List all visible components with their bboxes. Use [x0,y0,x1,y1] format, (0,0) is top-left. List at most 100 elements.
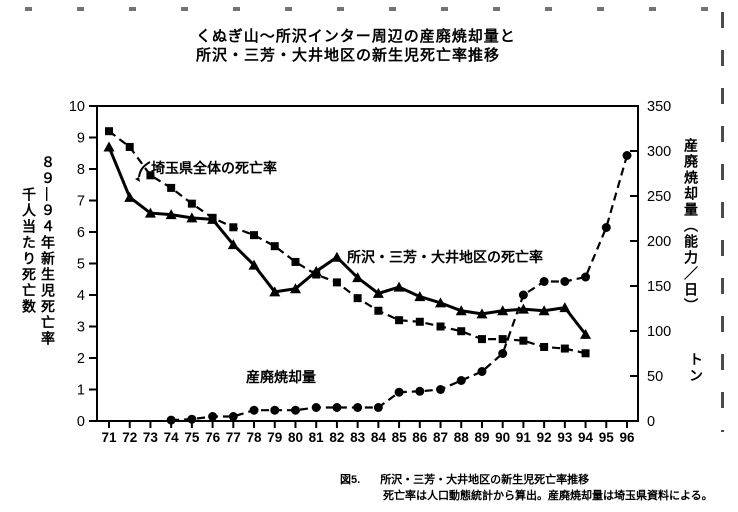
circle-marker [270,405,280,415]
triangle-marker [165,209,177,220]
triangle-marker [476,308,488,319]
annotation-arrow [138,161,151,178]
x-axis-tick-label: 82 [329,430,344,445]
square-marker [540,342,549,351]
chart-title: くぬぎ山～所沢インター周辺の産廃焼却量と 所沢・三芳・大井地区の新生児死亡率推移 [196,27,516,65]
square-marker [477,335,486,344]
circle-marker [249,405,259,415]
x-axis-tick-label: 88 [454,430,470,445]
left-axis-caption: ８９―９４年新生児死亡率 千人当たり死亡数 [19,155,57,347]
left-axis: 0 1 2 3 4 5 6 7 8 9 10 [69,99,97,430]
triangle-marker [559,302,571,313]
scan-artifact-right-edge [721,12,724,432]
chart-title-line2: 所沢・三芳・大井地区の新生児死亡率推移 [196,47,501,64]
annotation-arrowhead [135,177,140,182]
circle-marker [539,277,549,286]
circle-marker [228,412,238,421]
circle-marker [394,387,404,397]
triangle-marker [103,141,115,152]
circle-marker [498,349,508,358]
square-marker [519,336,528,345]
circle-marker [373,403,383,412]
x-axis-tick-label: 81 [309,430,325,445]
left-axis-tick-label: 4 [77,288,85,304]
square-marker [415,317,424,326]
square-marker [395,316,404,325]
circle-marker [311,403,321,412]
right-axis-caption: 産廃焼却量（能力／日） [683,138,699,314]
figure-caption-line1: 図5. 所沢・三芳・大井地区の新生児死亡率推移 [340,472,713,488]
circle-marker [436,385,446,394]
square-marker [332,278,341,287]
triangle-marker [414,291,426,302]
triangle-marker [517,303,529,314]
series-tokorozawa-district-mortality-line [107,146,587,336]
x-axis-tick-label: 79 [267,430,282,445]
triangle-marker [269,286,281,297]
right-axis-unit: トン [688,352,704,384]
triangle-marker [497,305,509,316]
x-axis-tick-label: 80 [288,430,303,445]
x-axis-tick-label: 77 [226,430,241,445]
square-marker [125,142,134,151]
x-axis-tick-label: 91 [516,430,532,445]
left-axis-tick-label: 7 [77,194,85,210]
triangle-marker [227,239,239,250]
left-axis-caption-line1: ８９―９４年新生児死亡率 [40,155,56,347]
square-marker [250,231,259,240]
x-axis-tick-label: 86 [412,430,428,445]
left-axis-tick-label: 0 [77,414,85,430]
triangle-marker [538,305,550,316]
x-axis-tick-label: 76 [205,430,221,445]
series-waste-incineration [166,151,632,425]
square-marker [187,199,196,208]
triangle-marker [186,212,198,223]
left-axis-tick-label: 1 [77,383,85,399]
square-marker [498,335,507,344]
right-axis: 0 50 100 150 200 250 300 350 [630,99,671,430]
left-axis-tick-label: 8 [77,162,85,178]
circle-marker [581,272,591,282]
triangle-marker [372,287,384,298]
square-marker [105,127,113,136]
right-axis-tick-label: 350 [647,99,671,115]
x-axis-tick-label: 92 [537,430,552,445]
triangle-marker [435,297,447,308]
square-marker [560,344,569,353]
chart-title-line1: くぬぎ山～所沢インター周辺の産廃焼却量と [196,28,516,45]
triangle-marker [207,213,219,224]
square-marker [167,183,176,192]
right-axis-tick-label: 200 [647,234,671,250]
series-annotation-label: 産廃焼却量 [246,369,316,385]
right-axis-tick-label: 100 [647,324,671,340]
series-tokorozawa-district-mortality [103,141,592,339]
series-annotation-label: 所沢・三芳・大井地区の死亡率 [347,249,543,265]
figure-caption-note: 死亡率は人口動態統計から算出。産廃焼却量は埼玉県資料による。 [383,490,713,502]
series-annotation-label: 埼玉県全体の死亡率 [151,160,277,176]
x-axis-tick-label: 94 [578,430,594,445]
square-marker [457,327,466,336]
right-axis-tick-label: 250 [647,189,671,205]
circle-marker [353,403,363,412]
x-axis-tick-label: 72 [122,430,137,445]
square-marker [436,322,445,331]
circle-marker [208,412,218,421]
circle-marker [456,376,466,385]
x-axis-tick-label: 74 [164,430,180,445]
circle-marker [560,277,570,286]
x-axis-tick-label: 93 [557,430,573,445]
right-axis-tick-label: 0 [647,414,655,430]
x-axis-tick-label: 95 [599,430,615,445]
square-marker [353,294,362,303]
square-marker [581,349,590,358]
triangle-marker [393,281,405,292]
circle-marker [166,415,176,425]
x-axis: 71 72 73 74 75 76 77 78 79 80 81 82 83 84 85 86 87 88 89 90… [101,421,635,445]
scan-artifact-top [25,7,715,11]
left-axis-tick-label: 2 [77,351,85,367]
square-marker [270,242,279,251]
x-axis-tick-label: 89 [474,430,489,445]
triangle-marker [580,328,592,339]
